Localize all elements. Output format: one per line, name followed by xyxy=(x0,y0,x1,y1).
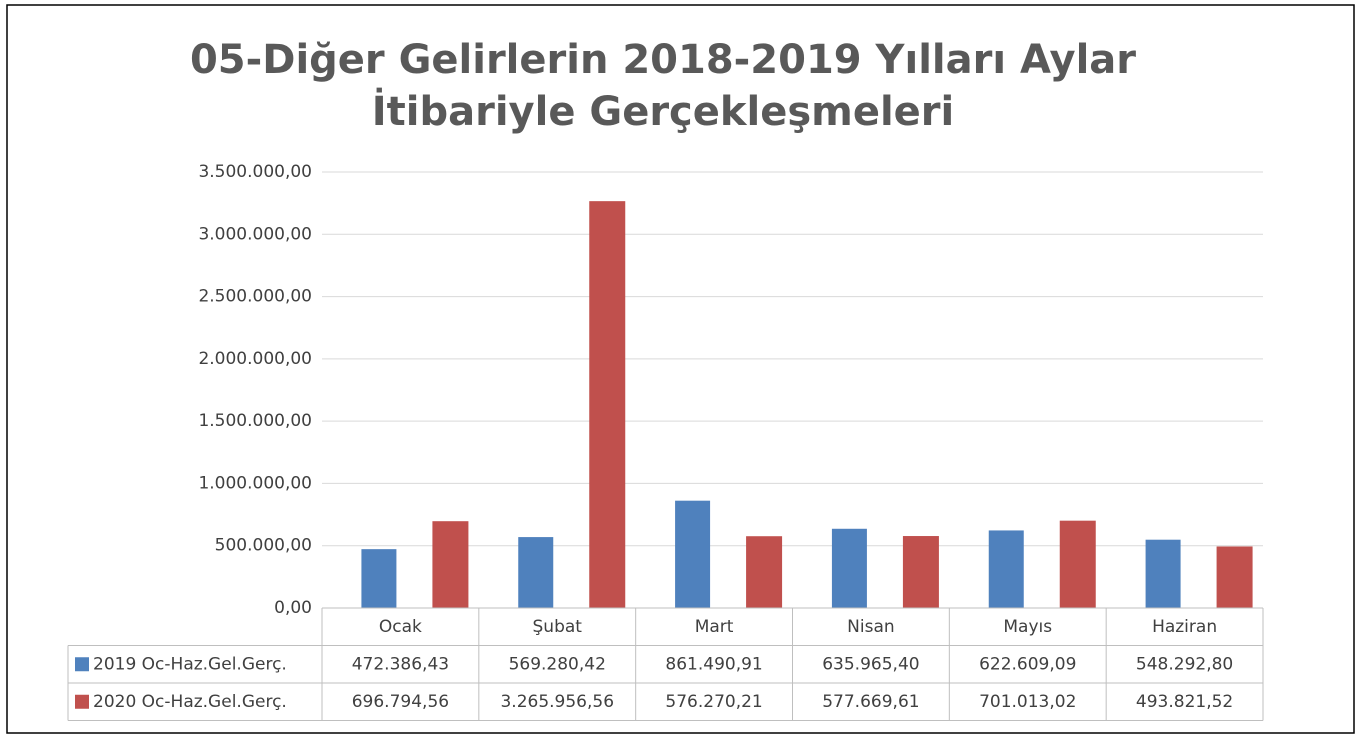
legend-swatch xyxy=(75,694,89,709)
bar xyxy=(1059,520,1096,608)
bar xyxy=(902,536,939,608)
chart-border xyxy=(6,4,1355,734)
bar xyxy=(518,537,554,608)
table-cell: 569.280,42 xyxy=(509,654,606,674)
table-cell: 622.609,09 xyxy=(979,654,1076,674)
bar xyxy=(589,201,626,608)
x-tick-label: Ocak xyxy=(379,617,422,637)
bar xyxy=(831,528,867,608)
table-cell: 635.965,40 xyxy=(822,654,919,674)
table-cell: 548.292,80 xyxy=(1136,654,1233,674)
table-cell: 696.794,56 xyxy=(352,692,449,712)
y-tick-label: 3.000.000,00 xyxy=(198,224,312,244)
bar xyxy=(675,500,711,608)
bar xyxy=(988,530,1024,608)
table-cell: 861.490,91 xyxy=(665,654,762,674)
x-tick-label: Şubat xyxy=(533,617,583,637)
bar xyxy=(1216,546,1253,608)
y-tick-label: 2.500.000,00 xyxy=(198,287,312,307)
legend-label: 2019 Oc-Haz.Gel.Gerç. xyxy=(93,654,287,674)
x-tick-label: Haziran xyxy=(1152,617,1217,637)
table-cell: 472.386,43 xyxy=(352,654,449,674)
chart-subtitle: İtibariyle Gerçekleşmeleri xyxy=(372,87,954,135)
table-cell: 493.821,52 xyxy=(1136,692,1233,712)
bar xyxy=(1145,539,1181,608)
y-tick-label: 1.000.000,00 xyxy=(198,473,312,493)
bar xyxy=(361,549,397,608)
legend-swatch xyxy=(75,657,89,672)
y-tick-label: 2.000.000,00 xyxy=(198,349,312,369)
table-cell: 576.270,21 xyxy=(665,692,762,712)
legend-label: 2020 Oc-Haz.Gel.Gerç. xyxy=(93,692,287,712)
y-tick-label: 500.000,00 xyxy=(215,536,312,556)
bar xyxy=(432,521,469,608)
chart-title: 05-Diğer Gelirlerin 2018-2019 Yılları Ay… xyxy=(190,37,1136,83)
table-cell: 701.013,02 xyxy=(979,692,1076,712)
y-tick-label: 3.500.000,00 xyxy=(198,162,312,182)
x-tick-label: Mayıs xyxy=(1003,617,1052,637)
table-cell: 3.265.956,56 xyxy=(500,692,614,712)
x-tick-label: Mart xyxy=(695,617,734,637)
table-cell: 577.669,61 xyxy=(822,692,919,712)
y-tick-label: 0,00 xyxy=(274,598,312,618)
y-tick-label: 1.500.000,00 xyxy=(198,411,312,431)
bar xyxy=(746,536,783,608)
x-tick-label: Nisan xyxy=(847,617,895,637)
